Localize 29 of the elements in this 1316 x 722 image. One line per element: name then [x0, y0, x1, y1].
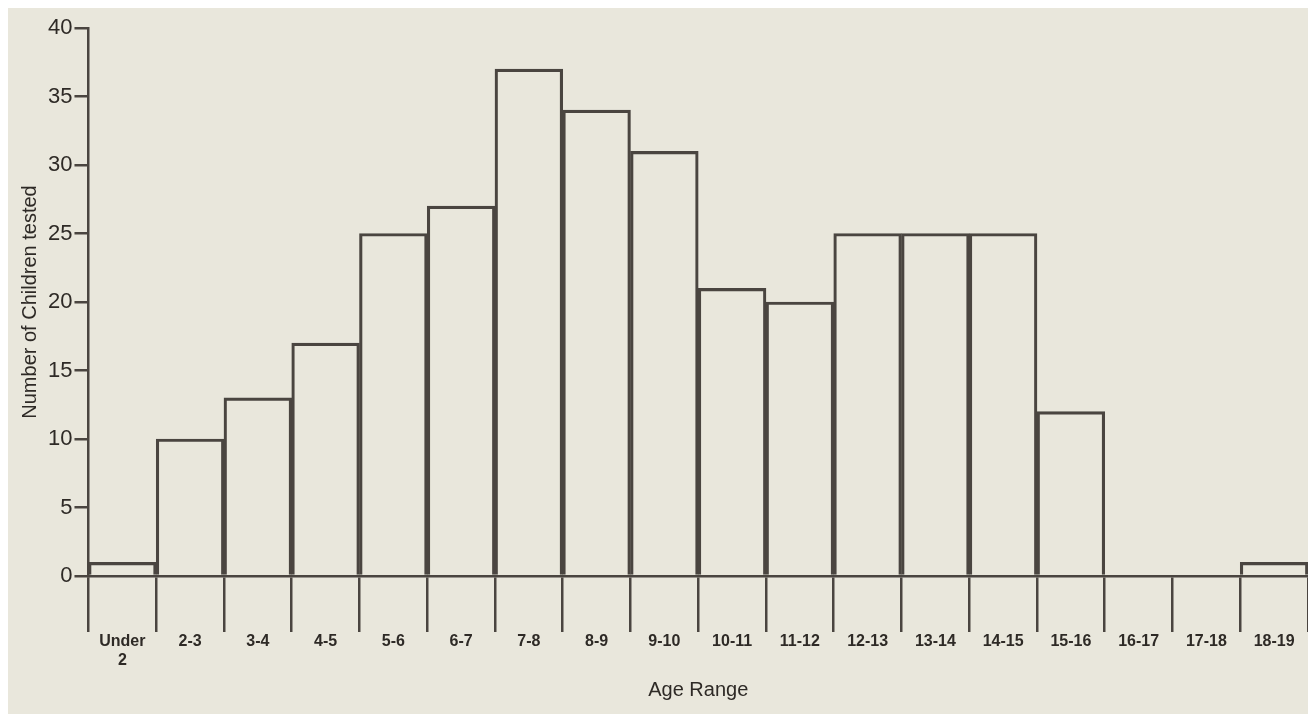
- y-tick-label: 0: [60, 562, 73, 588]
- y-tick-label: 35: [47, 82, 73, 108]
- y-tick-label: 5: [60, 493, 73, 519]
- x-tick-label: 14-15: [982, 632, 1024, 650]
- x-tick-label: 2-3: [178, 632, 202, 650]
- x-tick-label: 4-5: [314, 632, 338, 650]
- x-tick-label: 16-17: [1118, 632, 1160, 650]
- x-tick-label: 12-13: [847, 632, 889, 650]
- x-tick-label: 18-19: [1253, 632, 1295, 650]
- x-tick-label: 7-8: [517, 632, 541, 650]
- x-tick-label: 3-4: [246, 632, 270, 650]
- x-tick-label: 5-6: [381, 632, 406, 650]
- x-tick-label: 13-14: [914, 632, 956, 650]
- y-tick-label: 25: [47, 219, 73, 245]
- y-tick-label: 40: [47, 14, 73, 40]
- x-tick-label: 15-16: [1050, 632, 1092, 650]
- y-tick-label: 20: [47, 288, 73, 314]
- x-tick-label: 10-11: [712, 632, 753, 650]
- x-tick-label: Under 2: [99, 632, 146, 669]
- y-tick-label: 30: [47, 151, 73, 177]
- x-axis-title: Age Range: [648, 677, 749, 700]
- x-tick-label: 11-12: [779, 632, 820, 650]
- x-tick-label: 8-9: [585, 632, 609, 650]
- x-tick-label: 9-10: [648, 632, 681, 650]
- y-tick-label: 10: [47, 425, 73, 451]
- x-tick-label: 6-7: [449, 632, 473, 650]
- x-tick-label: 17-18: [1185, 632, 1227, 650]
- y-tick-label: 15: [47, 356, 73, 382]
- y-axis-title: Number of Children tested: [17, 185, 40, 419]
